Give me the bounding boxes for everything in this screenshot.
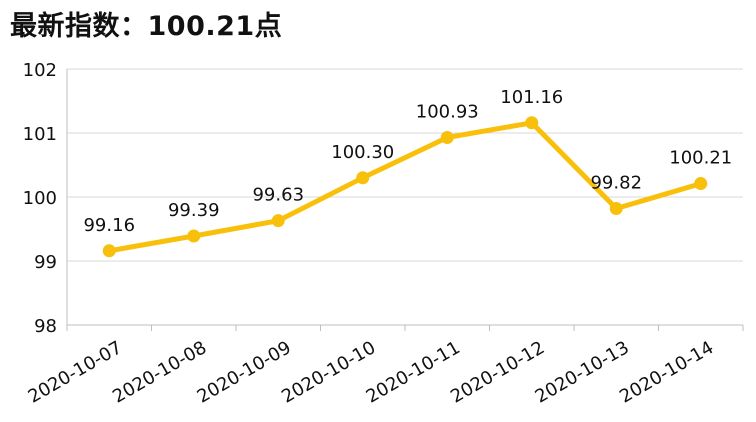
data-label: 99.82	[590, 173, 642, 194]
data-label: 99.16	[83, 215, 135, 236]
data-label: 100.93	[416, 101, 479, 122]
y-axis-ticks: 98 99 100 101 102	[23, 60, 57, 337]
data-point	[271, 214, 285, 228]
data-point	[609, 202, 623, 216]
data-point	[525, 116, 539, 130]
x-tick-label: 2020-10-10	[278, 337, 379, 407]
series-line-path	[106, 120, 704, 254]
data-point	[102, 244, 116, 258]
x-tick-label: 2020-10-07	[25, 337, 126, 407]
x-tick-label: 2020-10-13	[532, 337, 633, 407]
data-label: 100.21	[669, 148, 732, 169]
x-tick-label: 2020-10-11	[363, 337, 464, 407]
data-label: 99.63	[252, 185, 304, 206]
series-line	[106, 120, 704, 254]
x-tick-label: 2020-10-08	[109, 337, 210, 407]
data-labels: 99.16 99.39 99.63 100.30 100.93 101.16 99.82 10…	[83, 87, 732, 236]
y-tick-label: 101	[23, 124, 57, 145]
data-point	[356, 171, 370, 185]
data-point	[187, 229, 201, 243]
y-tick-label: 100	[23, 188, 57, 209]
x-tick-label: 2020-10-12	[447, 337, 548, 407]
data-label: 99.39	[168, 200, 220, 221]
x-axis-ticks: 2020-10-072020-10-082020-10-092020-10-10…	[25, 325, 744, 408]
data-point	[440, 130, 454, 144]
x-tick-label: 2020-10-09	[194, 337, 295, 407]
y-tick-label: 102	[23, 60, 57, 81]
data-label: 101.16	[500, 87, 563, 108]
grid-lines	[67, 68, 743, 262]
page-title: 最新指数：100.21点	[10, 11, 283, 42]
data-point	[694, 177, 708, 191]
data-points	[102, 116, 708, 258]
data-label: 100.30	[331, 142, 394, 163]
y-tick-label: 98	[34, 316, 57, 337]
x-tick-label: 2020-10-14	[616, 337, 717, 407]
y-tick-label: 99	[34, 252, 57, 273]
